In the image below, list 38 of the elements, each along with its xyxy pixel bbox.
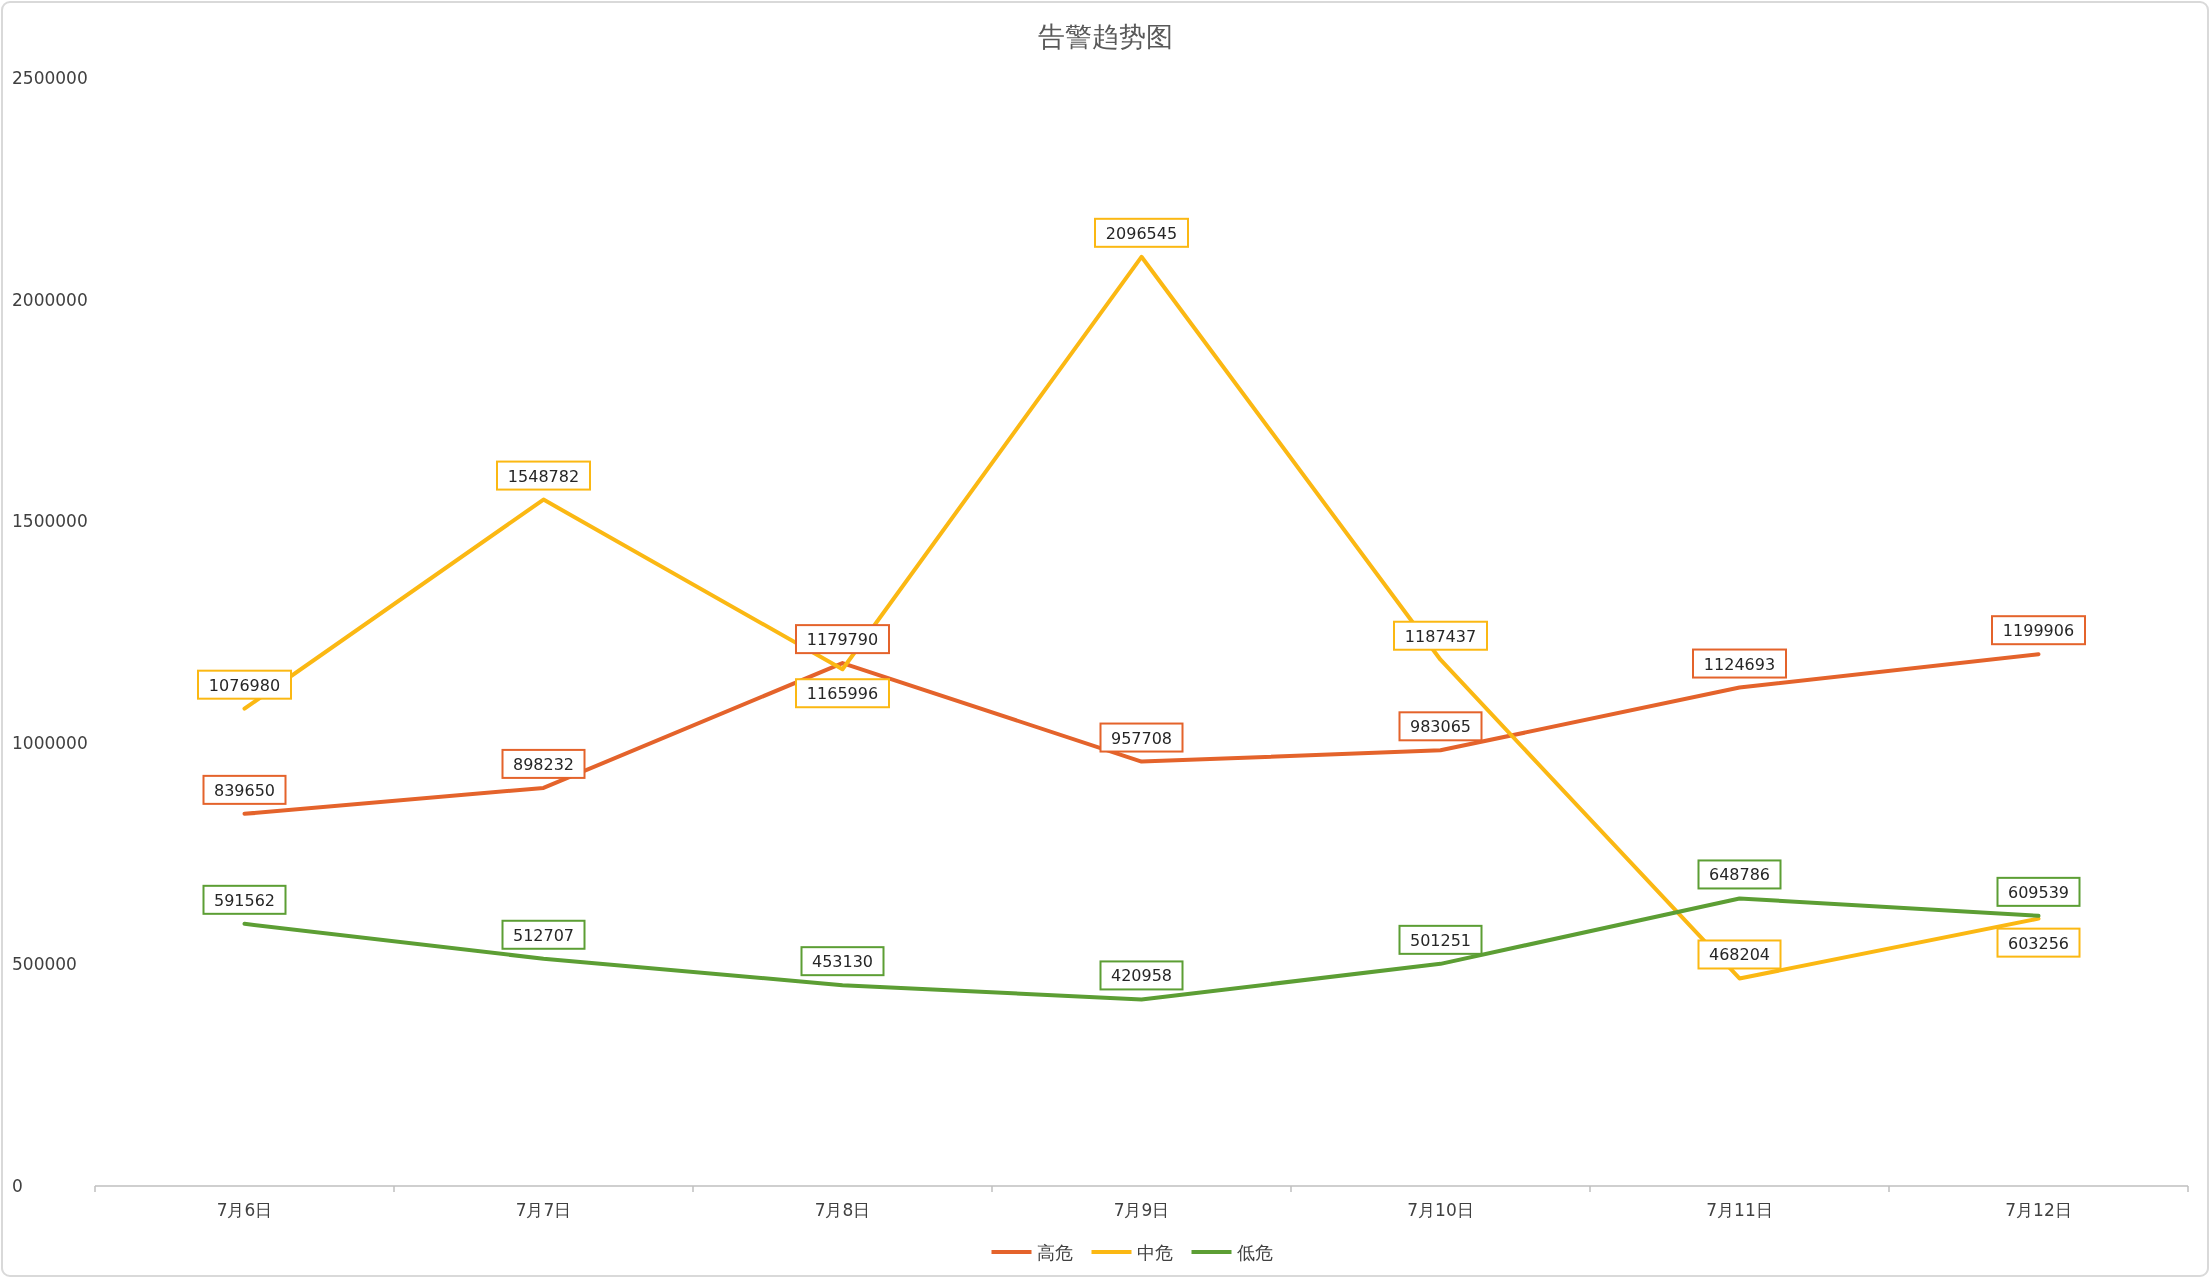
data-label: 512707 xyxy=(512,925,575,945)
data-label: 420958 xyxy=(1110,966,1173,986)
data-label: 1076980 xyxy=(208,675,281,695)
chart-title: 告警趋势图 xyxy=(1037,21,1173,52)
data-label: 648786 xyxy=(1708,865,1771,885)
data-label: 1548782 xyxy=(507,466,580,486)
y-tick-label: 2500000 xyxy=(12,68,88,88)
y-tick-label: 500000 xyxy=(12,954,77,975)
data-label: 609539 xyxy=(2007,882,2070,902)
data-label: 468204 xyxy=(1708,945,1771,965)
data-label: 1187437 xyxy=(1404,626,1477,646)
y-tick-label: 0 xyxy=(12,1176,23,1196)
data-label: 1199906 xyxy=(2002,621,2075,641)
data-label: 839650 xyxy=(213,780,276,800)
y-tick-label: 2000000 xyxy=(12,289,88,310)
data-label: 591562 xyxy=(213,890,276,910)
x-tick-label: 7月10日 xyxy=(1407,1200,1474,1220)
data-label: 957708 xyxy=(1110,728,1173,748)
data-label: 2096545 xyxy=(1105,223,1178,243)
data-label: 1165996 xyxy=(806,684,879,704)
data-label: 1179790 xyxy=(806,630,879,650)
x-tick-label: 7月7日 xyxy=(515,1200,572,1220)
data-label: 501251 xyxy=(1409,930,1472,950)
x-tick-label: 7月6日 xyxy=(216,1200,273,1220)
data-label: 898232 xyxy=(512,754,575,774)
legend-label: 低危 xyxy=(1236,1242,1273,1263)
y-tick-label: 1000000 xyxy=(12,732,88,753)
data-label: 603256 xyxy=(2007,933,2070,953)
x-tick-label: 7月8日 xyxy=(814,1200,871,1220)
x-tick-label: 7月11日 xyxy=(1706,1200,1773,1220)
data-label: 1124693 xyxy=(1703,654,1776,674)
x-tick-label: 7月12日 xyxy=(2005,1200,2072,1220)
x-tick-label: 7月9日 xyxy=(1113,1200,1170,1220)
data-label: 983065 xyxy=(1409,717,1472,737)
y-tick-label: 1500000 xyxy=(12,511,88,532)
legend-label: 中危 xyxy=(1136,1242,1173,1263)
legend-label: 高危 xyxy=(1036,1242,1073,1263)
data-label: 453130 xyxy=(811,952,874,972)
